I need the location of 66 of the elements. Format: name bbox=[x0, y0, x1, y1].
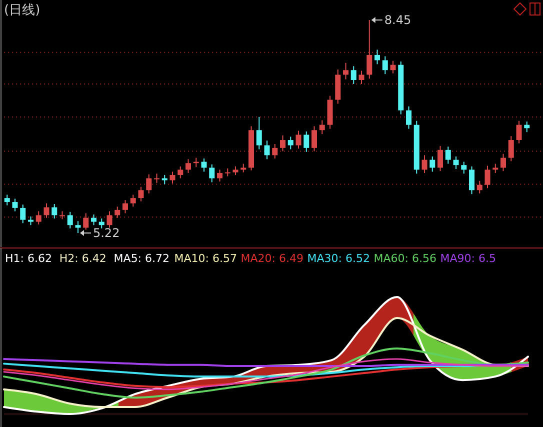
candlestick bbox=[90, 214, 96, 226]
candlestick bbox=[311, 126, 318, 152]
candlestick bbox=[445, 146, 451, 164]
candlestick bbox=[422, 154, 428, 174]
candlestick bbox=[374, 49, 380, 65]
candlestick bbox=[170, 171, 176, 184]
candlestick bbox=[44, 202, 50, 218]
text: H2: 6.42 bbox=[59, 252, 106, 265]
candlestick bbox=[216, 169, 223, 182]
candlestick bbox=[453, 156, 459, 170]
candlestick bbox=[524, 121, 530, 133]
text: MA60: 6.56 bbox=[374, 252, 436, 265]
candlestick bbox=[114, 206, 120, 218]
candlestick bbox=[264, 140, 270, 160]
candlestick bbox=[146, 174, 152, 194]
candlestick bbox=[280, 134, 286, 152]
candlestick bbox=[12, 198, 18, 212]
candlestick bbox=[382, 56, 388, 75]
candlestick bbox=[430, 156, 436, 172]
candlestick bbox=[390, 60, 396, 74]
candlestick bbox=[319, 120, 325, 135]
text: MA10: 6.57 bbox=[174, 252, 237, 265]
candlestick bbox=[83, 212, 89, 230]
annotation: 5.22 bbox=[92, 226, 120, 240]
candlestick bbox=[508, 136, 514, 162]
candlestick bbox=[154, 173, 160, 184]
candlestick bbox=[500, 153, 506, 172]
candlestick bbox=[438, 145, 444, 172]
candlestick bbox=[469, 166, 475, 195]
candlestick bbox=[130, 194, 136, 208]
candlestick bbox=[4, 194, 10, 206]
candlestick bbox=[304, 130, 310, 152]
candlestick bbox=[256, 116, 262, 150]
candlestick bbox=[201, 158, 207, 172]
candlestick bbox=[350, 66, 356, 84]
chart-title: (日线) bbox=[4, 3, 40, 18]
candlestick bbox=[366, 20, 372, 80]
candlestick bbox=[75, 220, 81, 234]
candlestick bbox=[178, 166, 184, 179]
text: MA20: 6.49 bbox=[240, 252, 304, 265]
text: MA5: 6.72 bbox=[114, 252, 170, 265]
candlestick bbox=[288, 136, 294, 150]
candlestick bbox=[20, 204, 26, 224]
candlestick bbox=[52, 203, 58, 219]
text: MA30: 6.52 bbox=[307, 252, 370, 265]
candlestick bbox=[209, 164, 215, 183]
candlestick bbox=[516, 120, 522, 144]
candlestick bbox=[98, 218, 104, 229]
candlestick bbox=[342, 62, 349, 80]
candlestick bbox=[406, 106, 412, 130]
candlestick bbox=[138, 186, 144, 202]
candlestick bbox=[296, 130, 302, 150]
candlestick bbox=[461, 161, 467, 174]
annotation: 8.45 bbox=[384, 13, 412, 27]
candlestick bbox=[476, 180, 482, 194]
candlestick bbox=[36, 210, 42, 225]
candlestick bbox=[272, 143, 278, 159]
text: H1: 6.62 bbox=[5, 252, 52, 265]
candlestick bbox=[185, 158, 192, 174]
candlestick bbox=[492, 163, 498, 174]
candlestick bbox=[106, 210, 112, 228]
candlestick bbox=[67, 211, 73, 229]
text: MA90: 6.5 bbox=[440, 252, 496, 265]
candlestick bbox=[358, 70, 364, 84]
candlestick bbox=[484, 165, 490, 189]
candlestick bbox=[122, 200, 128, 214]
